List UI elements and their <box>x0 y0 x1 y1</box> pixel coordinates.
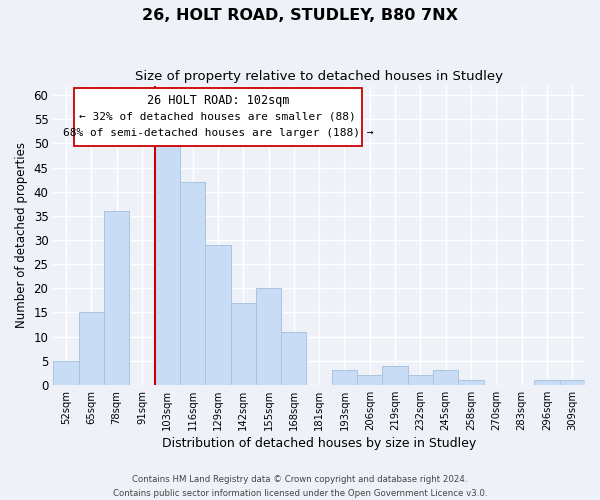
Bar <box>382 366 408 385</box>
Bar <box>281 332 307 385</box>
Text: ← 32% of detached houses are smaller (88): ← 32% of detached houses are smaller (88… <box>79 112 356 122</box>
Bar <box>458 380 484 385</box>
Bar <box>53 360 79 385</box>
FancyBboxPatch shape <box>74 88 362 146</box>
Bar <box>332 370 357 385</box>
Bar <box>205 245 230 385</box>
Bar <box>230 303 256 385</box>
Title: Size of property relative to detached houses in Studley: Size of property relative to detached ho… <box>135 70 503 83</box>
Text: 68% of semi-detached houses are larger (188) →: 68% of semi-detached houses are larger (… <box>62 128 373 138</box>
Bar <box>357 375 382 385</box>
Bar <box>104 211 129 385</box>
Bar <box>180 182 205 385</box>
Text: Contains HM Land Registry data © Crown copyright and database right 2024.
Contai: Contains HM Land Registry data © Crown c… <box>113 476 487 498</box>
Text: 26, HOLT ROAD, STUDLEY, B80 7NX: 26, HOLT ROAD, STUDLEY, B80 7NX <box>142 8 458 22</box>
Bar <box>535 380 560 385</box>
Bar <box>155 144 180 385</box>
Y-axis label: Number of detached properties: Number of detached properties <box>15 142 28 328</box>
X-axis label: Distribution of detached houses by size in Studley: Distribution of detached houses by size … <box>162 437 476 450</box>
Bar <box>79 312 104 385</box>
Text: 26 HOLT ROAD: 102sqm: 26 HOLT ROAD: 102sqm <box>146 94 289 107</box>
Bar <box>433 370 458 385</box>
Bar <box>256 288 281 385</box>
Bar <box>560 380 585 385</box>
Bar <box>408 375 433 385</box>
